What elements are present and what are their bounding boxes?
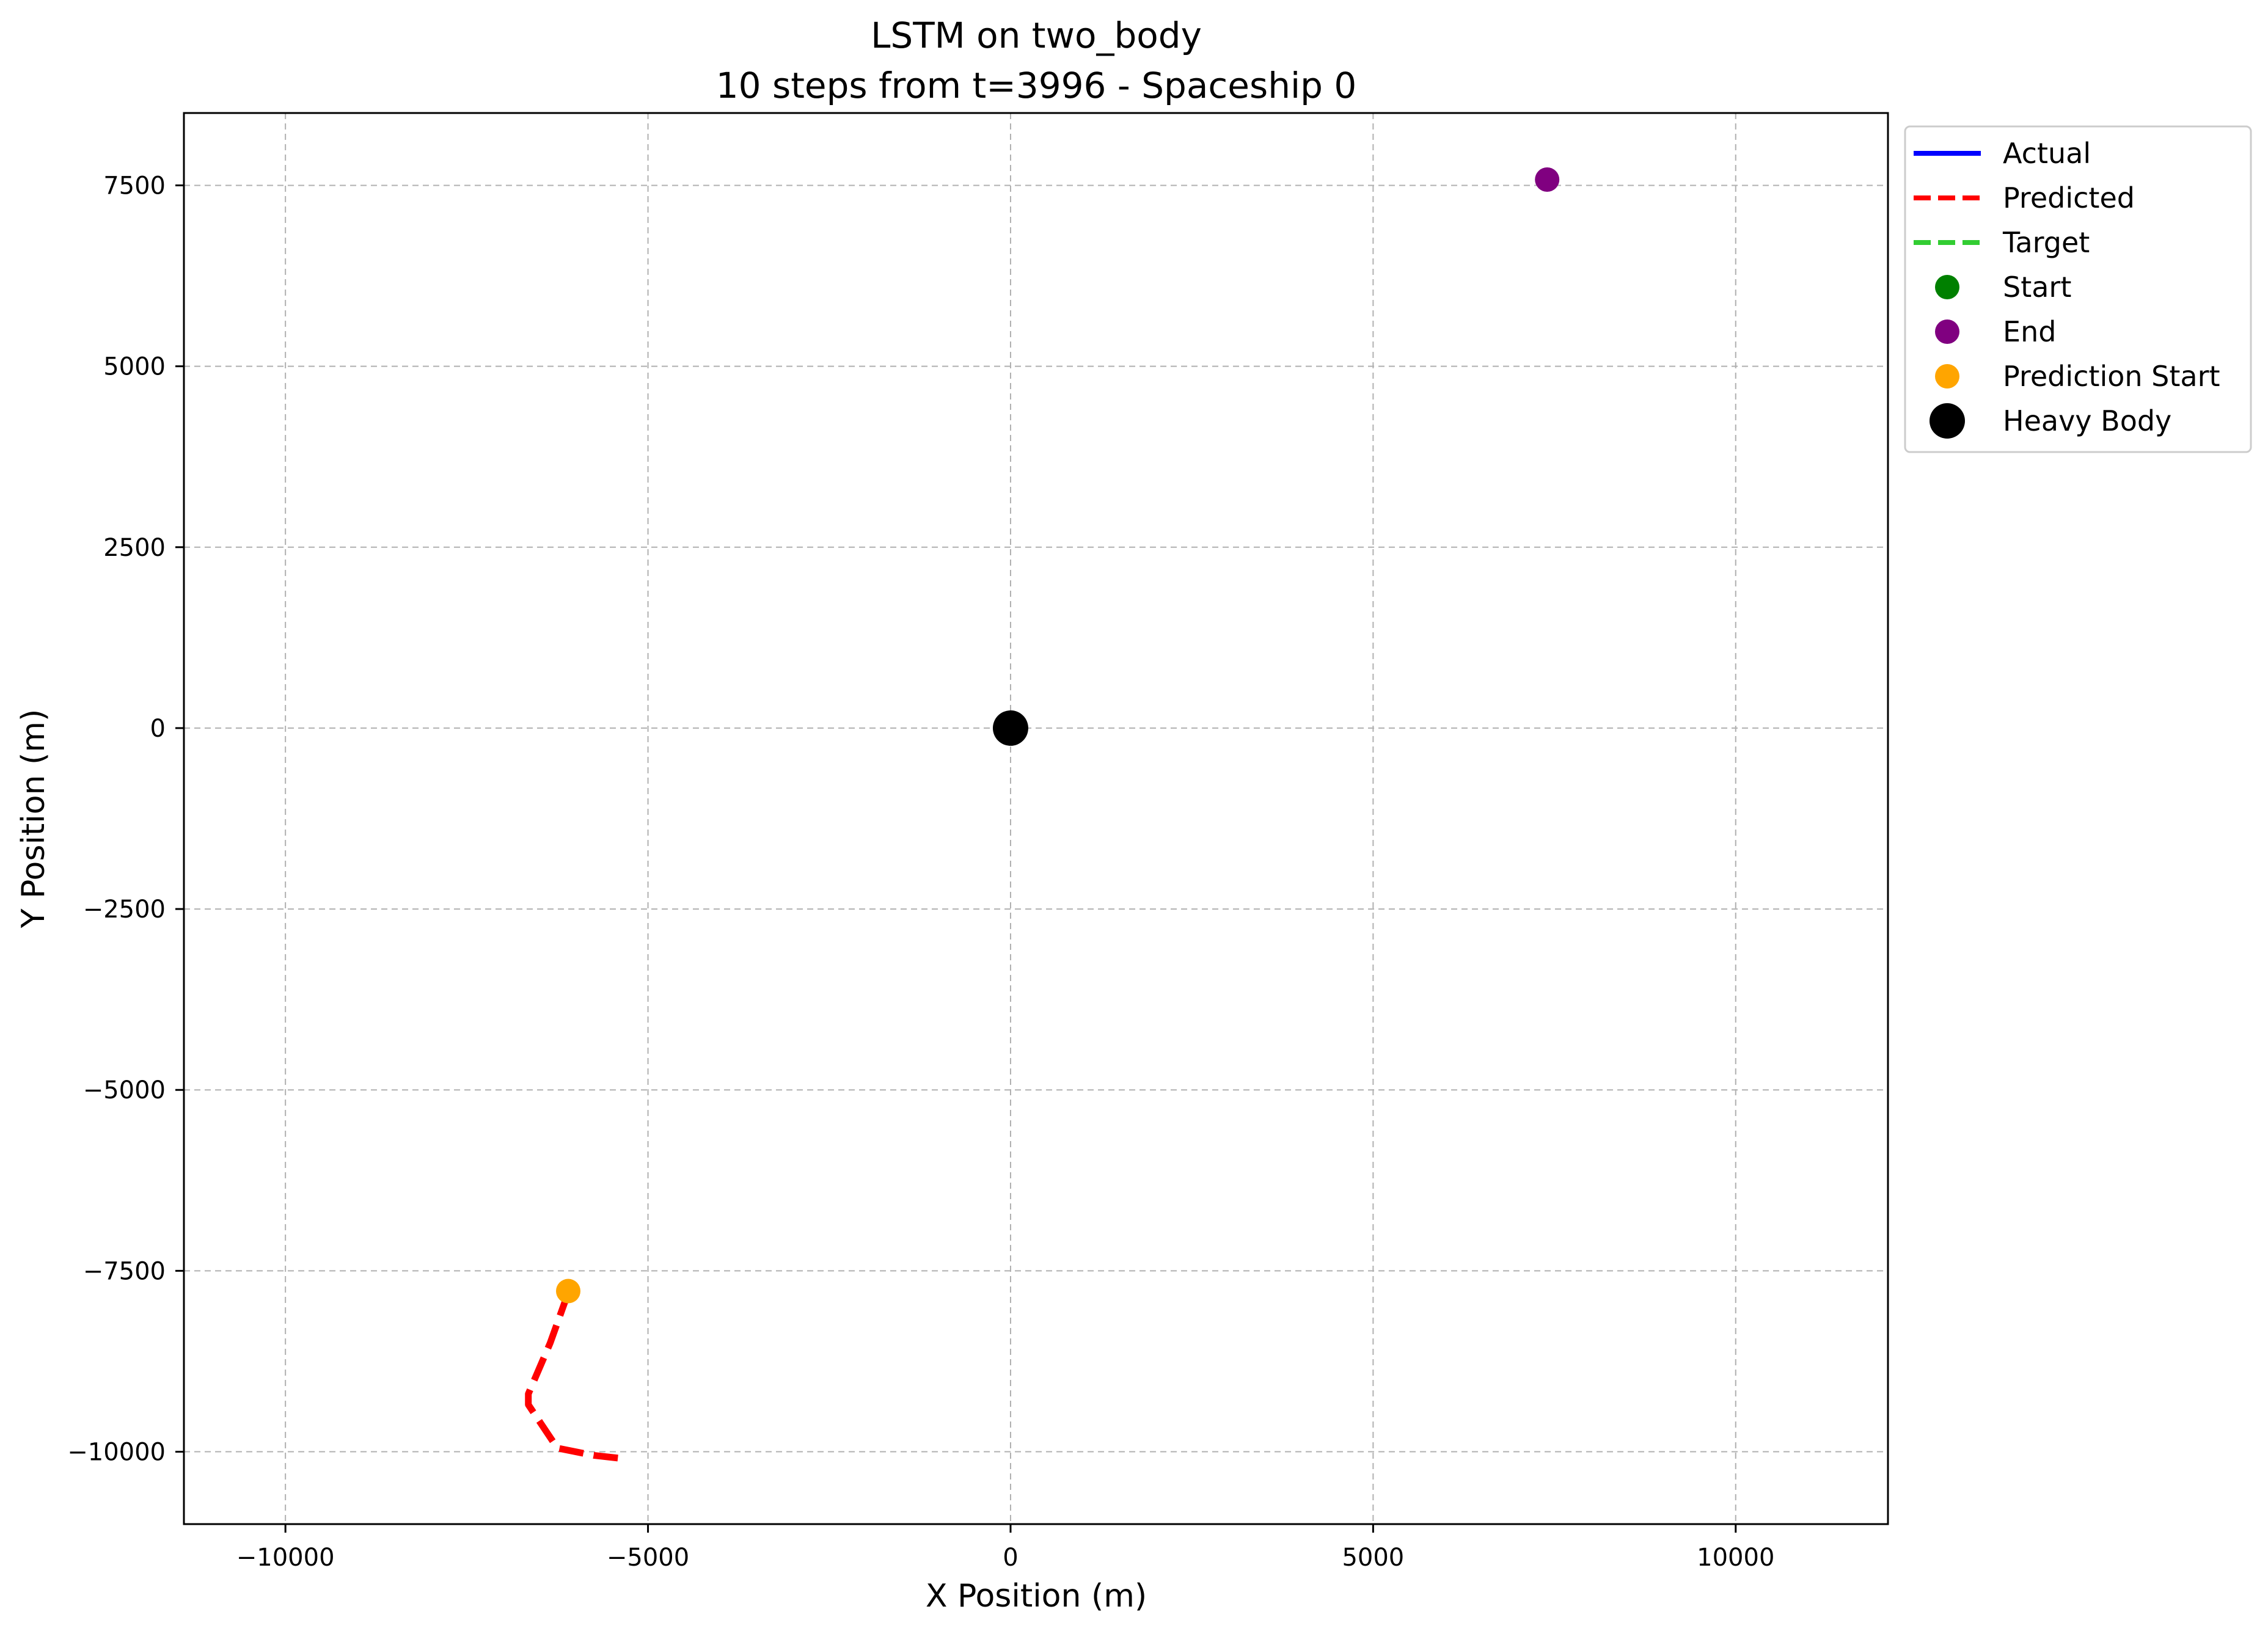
legend-label-heavy-body: Heavy Body	[2003, 404, 2171, 437]
legend-label-prediction-start: Prediction Start	[2003, 360, 2220, 393]
y-tick-label: −10000	[67, 1439, 166, 1467]
ticks: −10000 −5000 0 5000 10000 7500 5000 2500 0 −2500 −…	[67, 172, 1774, 1572]
axes-frame	[183, 112, 1889, 1525]
legend-label-predicted: Predicted	[2003, 181, 2135, 214]
legend-swatch-heavy-body	[1930, 403, 1965, 439]
legend-label-end: End	[2003, 315, 2056, 348]
grid	[184, 113, 1888, 1524]
y-tick-label: −2500	[83, 896, 166, 924]
y-tick-label: −5000	[83, 1076, 166, 1104]
x-tick-label: −10000	[236, 1544, 335, 1572]
series-line-predicted	[525, 1291, 627, 1462]
plot-area	[525, 167, 1560, 1462]
y-axis-label: Y Position (m)	[15, 709, 52, 929]
chart-subtitle: 10 steps from t=3996 - Spaceship 0	[716, 65, 1357, 106]
legend-frame	[1904, 125, 2252, 453]
marker-end	[1535, 167, 1560, 192]
x-tick-label: −5000	[607, 1544, 689, 1572]
x-tick-label: 5000	[1342, 1544, 1404, 1572]
legend: Actual Predicted Target Start End Prediction …	[1904, 125, 2252, 453]
legend-swatch-prediction-start	[1935, 364, 1959, 389]
marker-heavy-body	[992, 710, 1028, 746]
y-tick-label: 5000	[103, 353, 166, 381]
y-tick-label: 7500	[103, 172, 166, 200]
y-tick-label: −7500	[83, 1257, 166, 1285]
legend-label-actual: Actual	[2003, 137, 2091, 170]
x-tick-label: 0	[1003, 1544, 1018, 1572]
y-tick-label: 2500	[103, 534, 166, 562]
y-tick-label: 0	[150, 715, 166, 743]
legend-swatch-start	[1935, 275, 1959, 299]
chart-title: LSTM on two_body	[871, 15, 1202, 56]
legend-label-start: Start	[2003, 271, 2071, 304]
x-tick-label: 10000	[1697, 1544, 1774, 1572]
marker-prediction-start	[556, 1279, 581, 1304]
legend-swatch-end	[1935, 319, 1959, 344]
x-axis-label: X Position (m)	[926, 1578, 1147, 1615]
legend-label-target: Target	[2002, 226, 2090, 259]
